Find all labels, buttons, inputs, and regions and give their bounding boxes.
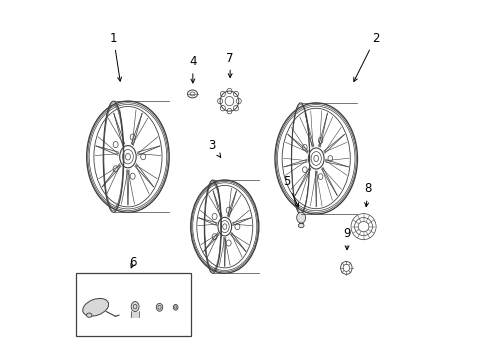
Ellipse shape xyxy=(318,138,322,143)
Ellipse shape xyxy=(296,212,305,223)
Ellipse shape xyxy=(131,302,139,312)
Text: 4: 4 xyxy=(189,55,196,83)
Ellipse shape xyxy=(130,134,135,140)
Ellipse shape xyxy=(318,174,322,179)
Text: 6: 6 xyxy=(129,256,137,269)
Ellipse shape xyxy=(298,224,304,228)
Ellipse shape xyxy=(302,167,306,172)
Ellipse shape xyxy=(156,303,163,311)
Ellipse shape xyxy=(130,173,135,179)
Ellipse shape xyxy=(173,305,178,310)
Ellipse shape xyxy=(86,313,92,318)
Ellipse shape xyxy=(327,156,332,161)
Text: 7: 7 xyxy=(226,51,233,77)
Ellipse shape xyxy=(225,207,231,213)
Bar xyxy=(76,273,190,336)
Text: 8: 8 xyxy=(364,183,371,207)
Ellipse shape xyxy=(113,166,118,172)
Ellipse shape xyxy=(113,141,118,148)
Text: 5: 5 xyxy=(283,175,298,207)
Ellipse shape xyxy=(212,213,217,220)
Text: 1: 1 xyxy=(110,32,122,81)
Ellipse shape xyxy=(234,224,240,230)
Text: 9: 9 xyxy=(343,227,350,249)
Ellipse shape xyxy=(225,240,231,246)
Text: 3: 3 xyxy=(208,139,220,157)
Ellipse shape xyxy=(82,298,108,316)
Ellipse shape xyxy=(212,234,217,240)
Ellipse shape xyxy=(141,154,145,160)
Ellipse shape xyxy=(302,144,306,150)
Text: 2: 2 xyxy=(353,32,378,81)
